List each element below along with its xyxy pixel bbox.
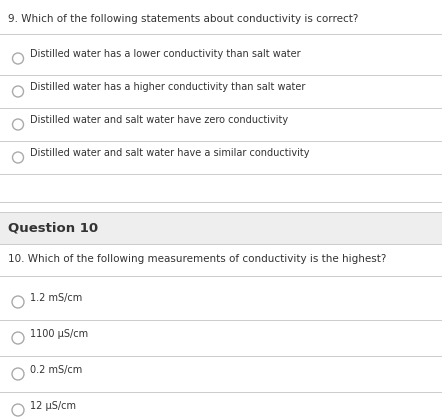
Text: 10. Which of the following measurements of conductivity is the highest?: 10. Which of the following measurements … [8, 254, 386, 264]
Text: 0.2 mS/cm: 0.2 mS/cm [30, 365, 82, 375]
Text: Question 10: Question 10 [8, 222, 98, 235]
Text: Distilled water has a lower conductivity than salt water: Distilled water has a lower conductivity… [30, 49, 301, 59]
Text: Distilled water and salt water have zero conductivity: Distilled water and salt water have zero… [30, 115, 288, 125]
Text: Distilled water has a higher conductivity than salt water: Distilled water has a higher conductivit… [30, 82, 305, 92]
Text: 1.2 mS/cm: 1.2 mS/cm [30, 293, 82, 303]
Bar [0, 212, 442, 244]
Text: 9. Which of the following statements about conductivity is correct?: 9. Which of the following statements abo… [8, 14, 358, 24]
Text: 1100 μS/cm: 1100 μS/cm [30, 329, 88, 339]
Text: Distilled water and salt water have a similar conductivity: Distilled water and salt water have a si… [30, 148, 309, 158]
Text: 12 μS/cm: 12 μS/cm [30, 401, 76, 411]
